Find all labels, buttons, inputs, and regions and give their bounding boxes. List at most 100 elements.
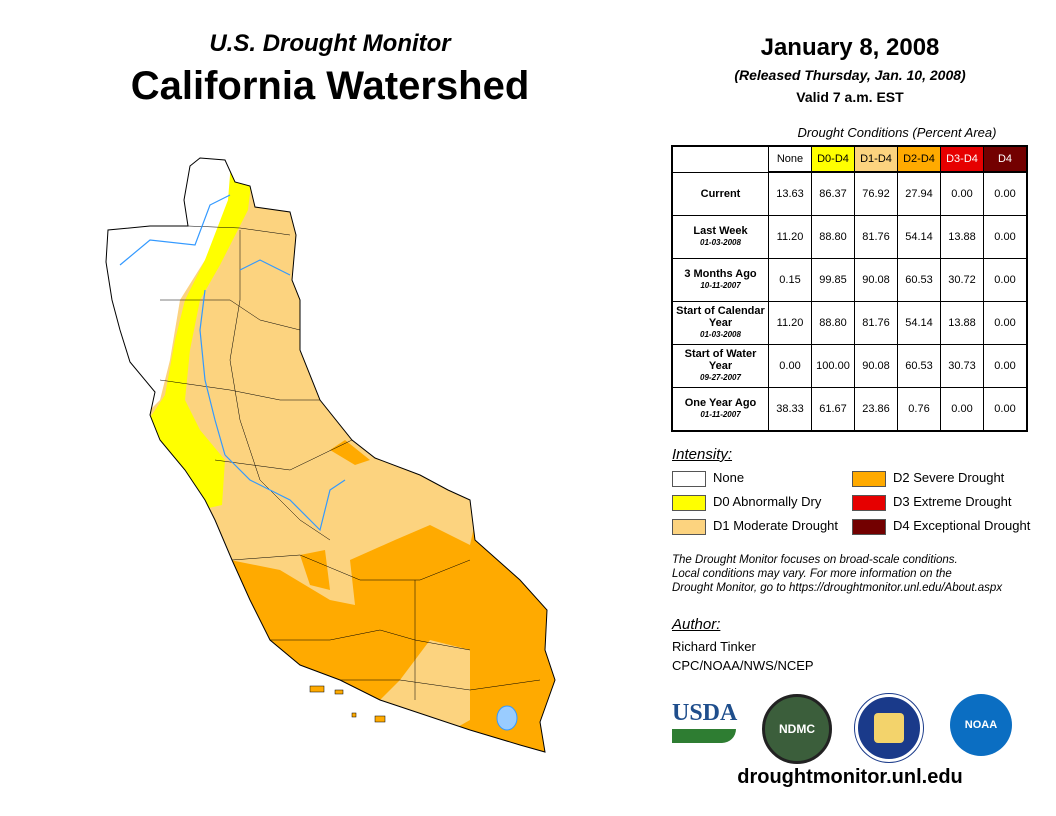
table-cell: 0.00 <box>940 387 984 432</box>
column-header: D1-D4 <box>854 145 898 173</box>
author-info: Richard Tinker CPC/NOAA/NWS/NCEP <box>672 637 814 675</box>
noaa-logo: NOAA <box>950 694 1012 756</box>
drought-conditions-table: None D0-D4 D1-D4 D2-D4 D3-D4 D4 Current 13.63 8… <box>671 145 1028 432</box>
table-cell: 0.00 <box>768 344 812 388</box>
note-line: Local conditions may vary. For more info… <box>672 568 952 580</box>
table-cell: 0.00 <box>983 301 1028 345</box>
row-date: 01-03-2008 <box>700 330 741 339</box>
d2-valley <box>300 550 330 590</box>
table-cell: 0.00 <box>983 171 1028 216</box>
row-label: 3 Months Ago 10-11-2007 <box>671 258 769 302</box>
legend-label: D0 Abnormally Dry <box>713 494 822 509</box>
table-cell: 88.80 <box>811 301 855 345</box>
disclaimer-note: The Drought Monitor focuses on broad-sca… <box>672 553 1002 595</box>
table-row: Last Week 01-03-2008 11.20 88.80 81.76 54.14 1… <box>671 215 1028 259</box>
blank-header <box>672 146 769 172</box>
table-row: Start of Calendar Year 01-03-2008 11.20 88.… <box>671 301 1028 345</box>
table-row: Start of Water Year 09-27-2007 0.00 100.00 9… <box>671 344 1028 388</box>
note-line: Drought Monitor, go to https://droughtmo… <box>672 582 1003 594</box>
column-header: D2-D4 <box>897 145 941 173</box>
table-cell: 76.92 <box>854 171 898 216</box>
author-title: Author: <box>672 616 721 633</box>
table-row: One Year Ago 01-11-2007 38.33 61.67 23.86 0.7… <box>671 387 1028 432</box>
table-cell: 0.00 <box>983 344 1028 388</box>
drought-map <box>105 157 556 753</box>
table-caption: Drought Conditions (Percent Area) <box>797 125 997 140</box>
commerce-seal <box>855 694 923 762</box>
column-header: None <box>768 145 812 173</box>
row-date: 09-27-2007 <box>700 373 741 382</box>
legend-swatch <box>672 518 706 535</box>
row-label-text: Start of Water Year <box>684 348 757 372</box>
legend-item: D3 Extreme Drought <box>852 494 1012 518</box>
d1-area <box>106 158 555 752</box>
legend-item: None <box>672 470 744 494</box>
legend-item: D1 Moderate Drought <box>672 518 838 542</box>
table-cell: 30.72 <box>940 258 984 302</box>
valid-time: Valid 7 a.m. EST <box>796 89 904 105</box>
d2-north <box>330 440 370 465</box>
column-header: D4 <box>983 145 1028 173</box>
table-cell: 11.20 <box>768 301 812 345</box>
table-cell: 54.14 <box>897 301 941 345</box>
subtitle: U.S. Drought Monitor <box>209 30 451 57</box>
legend-item: D4 Exceptional Drought <box>852 518 1030 542</box>
author-name: Richard Tinker <box>672 639 756 654</box>
table-cell: 0.00 <box>983 387 1028 432</box>
row-label-text: Start of Calendar Year <box>676 305 765 329</box>
legend-item: D2 Severe Drought <box>852 470 1004 494</box>
table-cell: 88.80 <box>811 215 855 259</box>
usda-logo: USDA <box>672 700 737 748</box>
legend-swatch <box>852 518 886 535</box>
row-label-text: Last Week <box>693 225 748 237</box>
table-cell: 13.63 <box>768 171 812 216</box>
row-label-text: Current <box>700 187 741 200</box>
d0-area <box>145 158 255 510</box>
table-cell: 0.00 <box>940 171 984 216</box>
legend-swatch <box>672 494 706 511</box>
table-cell: 13.88 <box>940 215 984 259</box>
legend-label: D4 Exceptional Drought <box>893 518 1031 533</box>
row-label-text: 3 Months Ago <box>684 268 757 280</box>
table-cell: 0.15 <box>768 258 812 302</box>
watershed-boundaries <box>159 225 541 700</box>
map-date: January 8, 2008 <box>760 34 940 61</box>
release-date: (Released Thursday, Jan. 10, 2008) <box>734 67 966 83</box>
footer-url[interactable]: droughtmonitor.unl.edu <box>737 766 963 788</box>
column-header: D0-D4 <box>811 145 855 173</box>
legend-swatch <box>852 470 886 487</box>
row-date: 01-11-2007 <box>700 410 741 419</box>
legend-title: Intensity: <box>672 446 733 463</box>
table-cell: 61.67 <box>811 387 855 432</box>
ndmc-logo: NDMC <box>762 694 832 764</box>
column-header: D3-D4 <box>940 145 984 173</box>
table-row: Current 13.63 86.37 76.92 27.94 0.00 0.00 <box>671 171 1028 216</box>
row-label: Last Week 01-03-2008 <box>671 215 769 259</box>
table-cell: 100.00 <box>811 344 855 388</box>
table-cell: 90.08 <box>854 344 898 388</box>
table-cell: 13.88 <box>940 301 984 345</box>
d2-south <box>230 500 555 752</box>
table-cell: 60.53 <box>897 258 941 302</box>
legend-label: D1 Moderate Drought <box>713 518 839 533</box>
legend-item: D0 Abnormally Dry <box>672 494 821 518</box>
table-cell: 23.86 <box>854 387 898 432</box>
row-label-text: One Year Ago <box>684 397 757 409</box>
table-cell: 81.76 <box>854 215 898 259</box>
table-cell: 0.76 <box>897 387 941 432</box>
legend-swatch <box>672 470 706 487</box>
map-title: California Watershed <box>130 64 530 108</box>
rivers <box>119 194 346 532</box>
table-cell: 27.94 <box>897 171 941 216</box>
author-org: CPC/NOAA/NWS/NCEP <box>672 658 814 673</box>
table-cell: 60.53 <box>897 344 941 388</box>
row-label: Current <box>671 171 769 216</box>
row-date: 01-03-2008 <box>700 238 741 247</box>
legend-swatch <box>852 494 886 511</box>
row-label: One Year Ago 01-11-2007 <box>671 387 769 432</box>
table-cell: 11.20 <box>768 215 812 259</box>
table-cell: 86.37 <box>811 171 855 216</box>
legend-label: None <box>713 470 745 485</box>
table-cell: 81.76 <box>854 301 898 345</box>
channel-islands <box>309 685 386 723</box>
